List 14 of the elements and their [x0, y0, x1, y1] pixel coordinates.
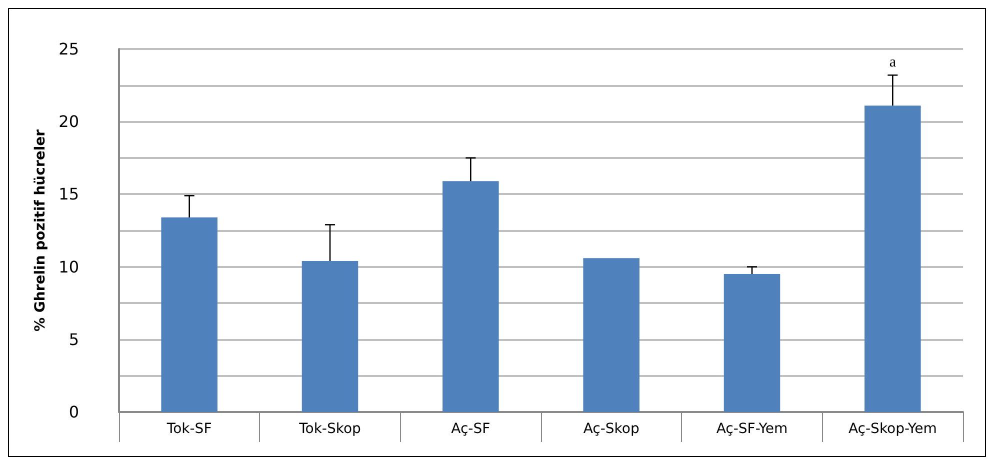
- y-tick-label: 20: [58, 112, 79, 132]
- x-tick-label: Aç-SF: [451, 421, 490, 437]
- x-tick-label: Tok-SF: [166, 421, 212, 437]
- y-tick-label: 25: [58, 40, 79, 58]
- x-tick-label: Aç-Skop-Yem: [848, 421, 937, 437]
- y-tick-label: 15: [58, 184, 79, 204]
- y-tick-label: 0: [68, 402, 79, 422]
- x-tick-label: Aç-Skop: [583, 421, 640, 437]
- y-axis-title: % Ghrelin pozitif hücreler: [32, 129, 49, 332]
- y-tick-label: 5: [68, 330, 79, 349]
- annotation: a: [889, 54, 896, 70]
- x-tick-label: Tok-Skop: [298, 421, 362, 437]
- y-tick-label: 10: [58, 257, 79, 276]
- x-tick-label: Aç-SF-Yem: [716, 421, 788, 437]
